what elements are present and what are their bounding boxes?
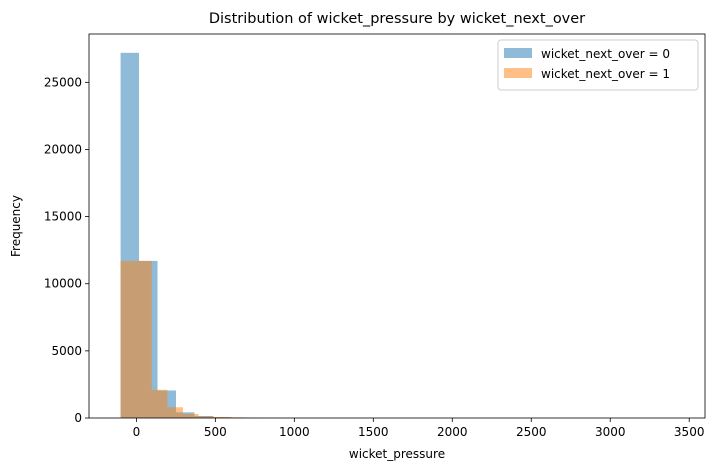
y-tick-label: 0	[74, 411, 82, 425]
axes-layer: 0 500 1000 1500 2000 2500 3000 3500 0 5000 10000 15…	[44, 33, 706, 439]
y-tick-label: 5000	[51, 344, 82, 358]
x-tick-label: 0	[133, 425, 141, 439]
histogram-bar	[136, 260, 152, 418]
x-tick-label: 3500	[674, 425, 705, 439]
x-tick-label: 2000	[437, 425, 468, 439]
legend-label: wicket_next_over = 1	[541, 67, 670, 81]
histogram-bar	[120, 260, 137, 418]
chart-title: Distribution of wicket_pressure by wicke…	[209, 11, 585, 27]
histogram-bar	[182, 413, 199, 418]
y-tick-label: 10000	[44, 277, 82, 291]
y-tick-label: 20000	[44, 142, 82, 156]
legend-swatch	[504, 68, 532, 78]
legend: wicket_next_over = 0 wicket_next_over = 1	[497, 39, 699, 91]
x-tick-label: 3000	[595, 425, 626, 439]
legend-swatch	[504, 48, 532, 58]
y-tick-label: 15000	[44, 210, 82, 224]
histogram-bar	[198, 416, 215, 418]
legend-box	[497, 39, 699, 91]
x-axis-label: wicket_pressure	[349, 447, 445, 461]
histogram-bar	[151, 389, 168, 418]
histogram-bar	[167, 407, 183, 418]
x-tick-label: 1000	[279, 425, 310, 439]
y-tick-label: 25000	[44, 75, 82, 89]
y-axis-label: Frequency	[9, 195, 23, 257]
x-tick-label: 2500	[516, 425, 547, 439]
bars-layer	[120, 52, 675, 418]
series-1	[120, 260, 277, 418]
plot-frame	[88, 33, 706, 419]
legend-label: wicket_next_over = 0	[541, 47, 670, 61]
x-tick-label: 1500	[358, 425, 389, 439]
x-tick-label: 500	[204, 425, 227, 439]
histogram-bar	[214, 416, 230, 418]
series-0	[120, 52, 675, 418]
